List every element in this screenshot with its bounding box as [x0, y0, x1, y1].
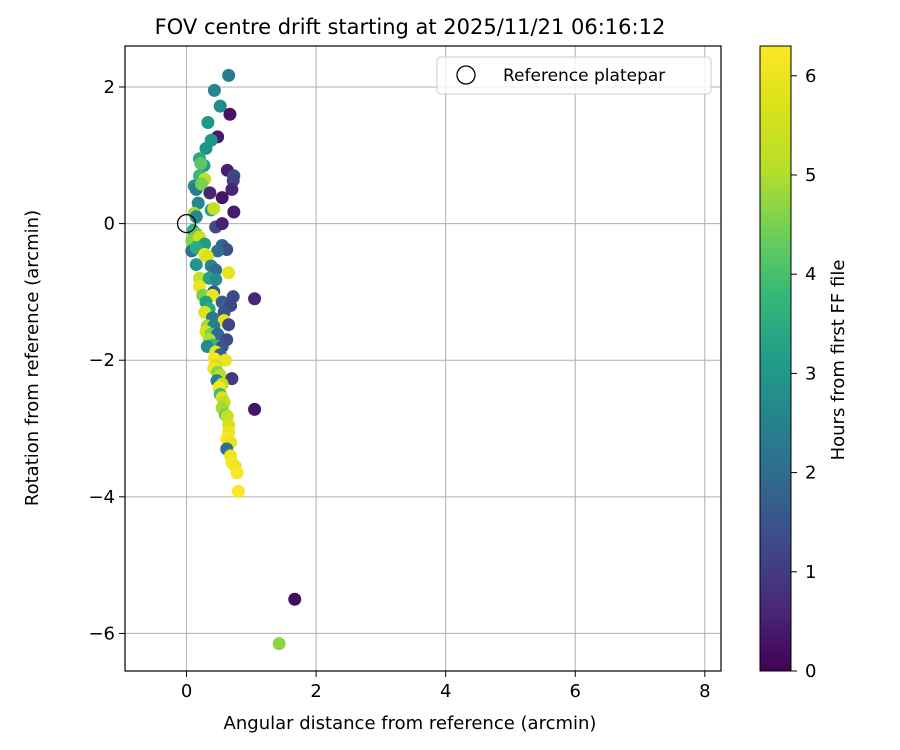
y-axis-label: Rotation from reference (arcmin) [22, 210, 43, 506]
scatter-point [230, 466, 244, 480]
scatter-point [201, 116, 215, 130]
scatter-point [203, 186, 217, 200]
scatter-point [225, 182, 239, 196]
x-tick-label: 0 [181, 681, 192, 702]
scatter-point [194, 177, 208, 191]
y-tick-label: −4 [88, 487, 115, 508]
scatter-point [222, 68, 236, 82]
scatter-point [194, 156, 208, 170]
y-axis-ticks: 2 0 −2 −4 −6 [88, 77, 125, 644]
chart-title: FOV centre drift starting at 2025/11/21 … [155, 15, 666, 39]
y-tick-label: −6 [88, 623, 115, 644]
scatter-point [231, 484, 245, 498]
scatter-point [189, 210, 203, 224]
scatter-point [209, 273, 223, 287]
scatter-point [215, 191, 229, 205]
scatter-point [211, 244, 225, 258]
scatter-point [227, 205, 241, 219]
x-tick-label: 4 [440, 681, 451, 702]
scatter-point [207, 83, 221, 97]
x-axis-ticks: 0 2 4 6 8 [181, 671, 711, 702]
colorbar-ticks: 0 1 2 3 4 5 6 [791, 66, 816, 682]
colorbar-tick-label: 0 [805, 661, 816, 682]
colorbar-tick-label: 5 [805, 165, 816, 186]
colorbar-tick-label: 4 [805, 264, 816, 285]
scatter-point [207, 202, 221, 216]
colorbar-tick-label: 3 [805, 363, 816, 384]
scatter-point [199, 141, 213, 155]
scatter-point [288, 592, 302, 606]
colorbar [759, 45, 792, 672]
colorbar-tick-label: 1 [805, 562, 816, 583]
x-tick-label: 2 [310, 681, 321, 702]
colorbar-tick-label: 6 [805, 66, 816, 87]
y-tick-label: 0 [104, 214, 115, 235]
scatter-point [189, 258, 203, 272]
plot-frame [124, 45, 722, 672]
scatter-point [225, 372, 239, 386]
y-tick-label: 2 [104, 77, 115, 98]
scatter-point [222, 266, 236, 280]
scatter-point [215, 217, 229, 231]
scatter-point [272, 637, 286, 651]
legend-marker-reference [456, 65, 476, 85]
x-tick-label: 8 [699, 681, 710, 702]
data-points [176, 68, 302, 651]
legend-box [436, 56, 712, 95]
scatter-point [223, 107, 237, 121]
legend-label-reference: Reference platepar [503, 66, 665, 86]
scatter-point [213, 99, 227, 113]
scatter-point [222, 318, 236, 332]
colorbar-tick-label: 2 [805, 463, 816, 484]
y-tick-label: −2 [88, 350, 115, 371]
scatter-point [218, 353, 232, 367]
scatter-point [191, 196, 205, 210]
scatter-point [248, 292, 262, 306]
scatter-point [248, 402, 262, 416]
x-axis-label: Angular distance from reference (arcmin) [224, 713, 597, 734]
reference-platepar-marker [176, 213, 197, 234]
colorbar-label: Hours from first FF file [828, 260, 849, 461]
legend: Reference platepar [436, 56, 712, 95]
x-tick-label: 6 [570, 681, 581, 702]
